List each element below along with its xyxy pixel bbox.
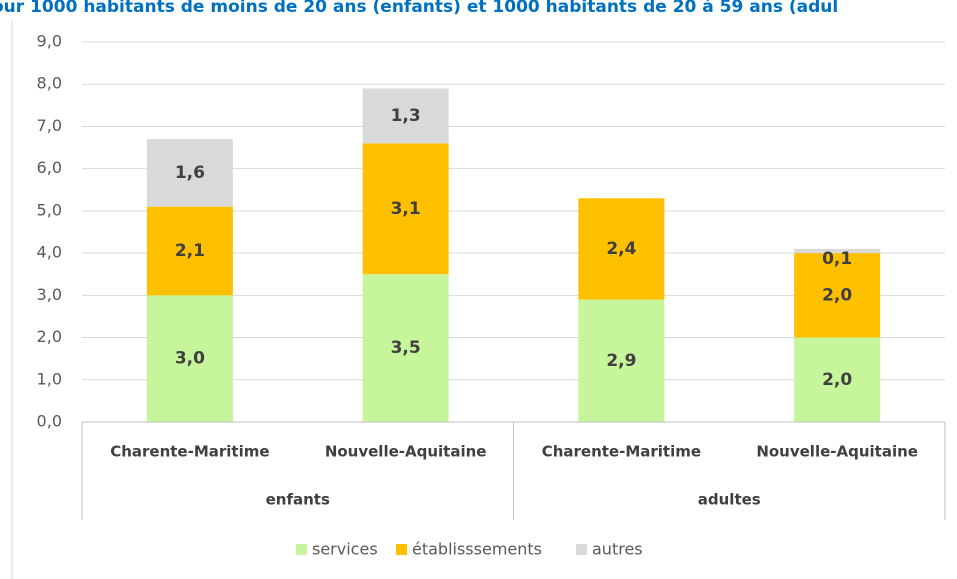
- bar-segment: [794, 248, 881, 254]
- data-label: 3,0: [175, 349, 205, 369]
- x-tick-label: Nouvelle-Aquitaine: [756, 443, 918, 461]
- data-label: 2,1: [175, 241, 205, 261]
- legend-label: établisssements: [412, 540, 542, 559]
- bar-segment: [362, 143, 449, 275]
- bar-segment: [578, 299, 665, 422]
- y-tick-label: 8,0: [37, 74, 62, 93]
- legend-swatch: [576, 544, 587, 555]
- bar-segment: [146, 295, 233, 422]
- data-label: 3,1: [391, 199, 421, 219]
- data-label: 1,3: [391, 106, 421, 126]
- legend-swatch: [396, 544, 407, 555]
- y-tick-label: 6,0: [37, 158, 62, 177]
- bar-segment: [794, 253, 881, 338]
- y-tick-label: 4,0: [37, 243, 62, 262]
- data-label: 3,5: [391, 338, 421, 358]
- data-label: 2,0: [822, 370, 852, 390]
- legend-label: services: [312, 540, 378, 559]
- x-tick-label: Charente-Maritime: [110, 443, 269, 461]
- group-label: adultes: [698, 491, 761, 509]
- bar-segment: [362, 274, 449, 422]
- legend-label: autres: [592, 540, 643, 559]
- data-label: 2,4: [606, 239, 636, 259]
- y-tick-label: 7,0: [37, 116, 62, 135]
- y-tick-label: 3,0: [37, 285, 62, 304]
- bar-segment: [578, 198, 665, 300]
- bar-segment: [362, 88, 449, 144]
- y-tick-label: 1,0: [37, 369, 62, 388]
- y-tick-label: 5,0: [37, 200, 62, 219]
- data-label: 1,6: [175, 163, 205, 183]
- bar-segment: [794, 337, 881, 422]
- y-tick-label: 9,0: [37, 32, 62, 51]
- group-label: enfants: [266, 491, 330, 509]
- bar-segment: [146, 139, 233, 207]
- data-label: 2,9: [606, 351, 636, 371]
- chart-title: our 1000 habitants de moins de 20 ans (e…: [0, 0, 838, 17]
- legend-swatch: [296, 544, 307, 555]
- y-tick-label: 0,0: [37, 412, 62, 431]
- x-tick-label: Charente-Maritime: [542, 443, 701, 461]
- data-label: 0,1: [822, 249, 852, 269]
- data-label: 2,0: [822, 285, 852, 305]
- bar-segment: [146, 206, 233, 296]
- x-tick-label: Nouvelle-Aquitaine: [325, 443, 487, 461]
- y-tick-label: 2,0: [37, 327, 62, 346]
